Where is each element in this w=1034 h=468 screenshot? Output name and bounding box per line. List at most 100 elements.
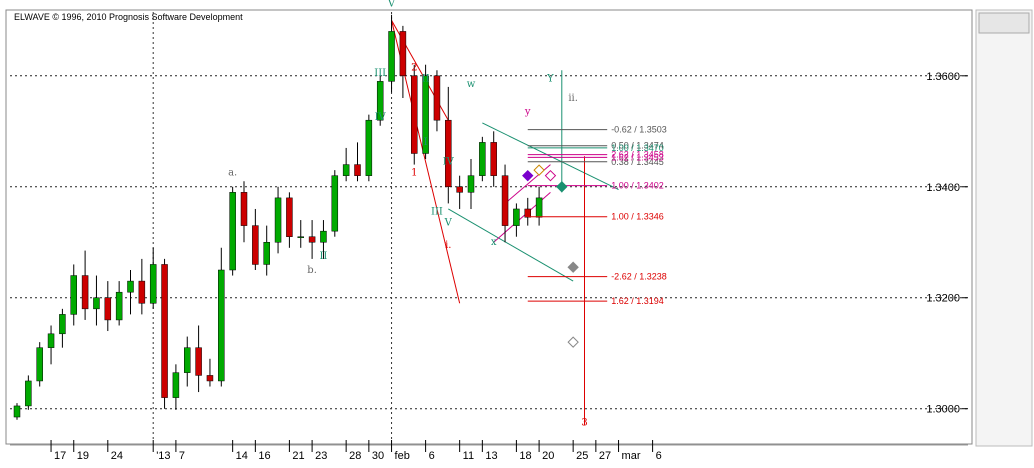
target-level-label: 0.50 / 1.3474 xyxy=(611,141,664,151)
x-tick-label: 21 xyxy=(292,450,304,462)
x-axis: 17 19 24 '13 7 14 16 21 23 28 30 feb 6 11 13 18 20 25 27 ma… xyxy=(10,440,968,462)
x-tick-label: 24 xyxy=(111,450,123,462)
wave-label: III xyxy=(374,68,386,79)
candle-up xyxy=(127,280,134,293)
x-tick-label: 11 xyxy=(463,450,474,462)
x-tick-label: 23 xyxy=(315,450,327,462)
candle-down xyxy=(433,75,441,121)
diamond-marker xyxy=(556,181,568,193)
wave-trendline xyxy=(448,208,574,282)
candle-up xyxy=(320,230,327,243)
candle-up xyxy=(149,264,157,304)
candle-up xyxy=(365,119,373,176)
candle-down xyxy=(456,186,463,193)
candle-down xyxy=(252,225,259,265)
candle-up xyxy=(297,236,304,238)
wave-label: V xyxy=(387,0,396,9)
candle-down xyxy=(445,119,452,188)
candle-up xyxy=(467,175,475,193)
x-tick-label: 16 xyxy=(258,450,270,462)
candle-up xyxy=(13,405,21,418)
target-level-label: 2.62 / 1.3458 xyxy=(611,150,664,160)
candles xyxy=(13,14,543,420)
candle-down xyxy=(240,192,248,226)
candle-down xyxy=(161,264,168,398)
x-tick-label: 17 xyxy=(54,450,66,462)
candle-up xyxy=(36,347,43,382)
candle-down xyxy=(524,208,531,218)
candle-up xyxy=(115,291,123,321)
candle-down xyxy=(501,175,509,226)
wave-label: I xyxy=(424,137,428,148)
scrollbar-track[interactable] xyxy=(975,9,1033,447)
x-tick-label: feb xyxy=(395,450,410,462)
candle-up xyxy=(70,275,77,315)
wave-label: w xyxy=(467,79,476,90)
diamond-marker xyxy=(544,169,557,182)
wave-trendline xyxy=(482,122,619,190)
wave-label: 2 xyxy=(411,62,417,73)
wave-label: b. xyxy=(307,265,317,276)
x-tick-label: '13 xyxy=(156,450,170,462)
wave-label: II xyxy=(319,251,327,262)
candle-up xyxy=(218,269,225,382)
candle-up xyxy=(184,347,191,373)
candle-down xyxy=(195,347,202,376)
wave-label: V xyxy=(444,218,453,229)
x-tick-label: 25 xyxy=(576,450,588,462)
x-tick-label: 6 xyxy=(429,450,435,462)
candle-down xyxy=(104,297,112,321)
x-tick-label: 28 xyxy=(349,450,361,462)
x-tick-label: 18 xyxy=(519,450,531,462)
candle-down xyxy=(354,164,361,176)
candle-up xyxy=(376,81,384,121)
wave-label: II xyxy=(422,73,430,84)
wave-label: a. xyxy=(228,168,237,179)
candle-up xyxy=(263,242,270,265)
wave-label: IV xyxy=(443,157,455,168)
candle-up xyxy=(342,164,350,176)
candle-down xyxy=(286,197,293,237)
wave-label: ii. xyxy=(568,93,578,104)
candle-up xyxy=(274,197,282,243)
candle-down xyxy=(308,236,316,243)
candle-down xyxy=(81,275,89,310)
x-tick-label: 20 xyxy=(542,450,554,462)
y-tick-label: 1.3000 xyxy=(926,404,960,416)
target-level-label: 1.00 / 1.3346 xyxy=(611,212,664,222)
candle-down xyxy=(206,375,214,382)
diamond-marker xyxy=(533,164,545,176)
candle-up xyxy=(331,175,339,232)
x-tick-label: 30 xyxy=(372,450,384,462)
y-tick-label: 1.3200 xyxy=(926,293,960,305)
x-tick-label: 27 xyxy=(599,450,611,462)
diamond-marker xyxy=(567,336,579,348)
diamond-marker xyxy=(522,169,534,182)
candle-down xyxy=(399,31,407,77)
y-tick-label: 1.3400 xyxy=(926,182,960,194)
candle-up xyxy=(93,297,100,310)
target-levels: 1.00 / 1.3346 -2.62 / 1.3238 1.62 / 1.3194… xyxy=(527,125,667,306)
candle-up xyxy=(479,142,486,176)
target-level-label: 0.38 / 1.3445 xyxy=(611,157,664,167)
candle-up xyxy=(422,75,429,154)
target-level-label: 1.00 / 1.3402 xyxy=(611,181,664,191)
scrollbar[interactable] xyxy=(975,9,1033,447)
target-level-label: 1.62 / 1.3453 xyxy=(611,152,664,162)
candle-down xyxy=(490,142,497,176)
scrollbar-thumb[interactable] xyxy=(978,12,1030,34)
candle-up xyxy=(47,333,55,348)
target-level-label: 1.62 / 1.3194 xyxy=(611,296,664,306)
x-tick-label: 19 xyxy=(77,450,89,462)
candle-down xyxy=(411,75,418,154)
x-tick-label: mar xyxy=(622,450,641,462)
x-tick-label: 14 xyxy=(236,450,248,462)
x-tick-label: 7 xyxy=(179,450,185,462)
wave-label: x xyxy=(491,237,497,248)
wave-label: 1 xyxy=(411,168,417,179)
candle-up xyxy=(535,197,543,218)
wave-label: III xyxy=(431,207,443,218)
target-level-label: 1.00 / 1.3470 xyxy=(611,143,664,153)
